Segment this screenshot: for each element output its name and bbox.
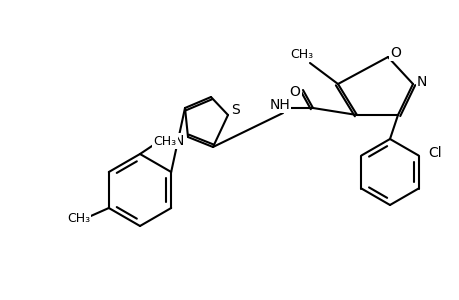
Text: Cl: Cl: [427, 146, 441, 160]
Text: NH: NH: [269, 98, 290, 112]
Text: S: S: [231, 103, 240, 117]
Text: O: O: [390, 46, 401, 60]
Text: CH₃: CH₃: [153, 134, 176, 148]
Text: CH₃: CH₃: [290, 47, 313, 61]
Text: N: N: [416, 75, 426, 89]
Text: CH₃: CH₃: [67, 212, 90, 226]
Text: O: O: [289, 85, 300, 99]
Text: N: N: [174, 134, 184, 148]
